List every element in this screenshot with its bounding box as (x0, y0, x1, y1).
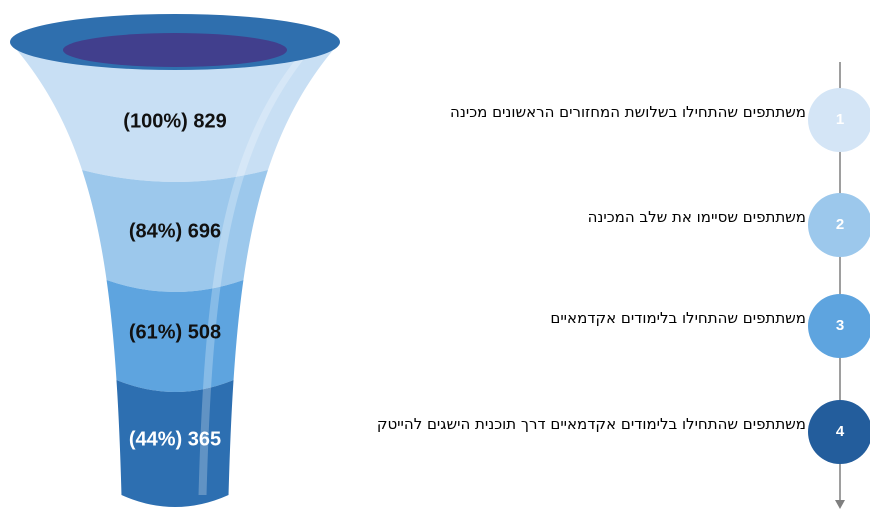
step-number: 1 (836, 111, 844, 128)
value-label: (84%) 696 (129, 220, 221, 242)
value-label: (100%) 829 (123, 110, 226, 132)
stage-label: משתתפים שסיימו את שלב המכינה (376, 207, 806, 227)
step-number: 3 (836, 317, 844, 334)
value-label: (61%) 508 (129, 321, 221, 343)
chart: (100%) 829 (84%) 696 (61%) 508 (44%) 365 1 2 3… (0, 0, 870, 512)
stage-label: משתתפים שהתחילו בשלושת המחזורים הראשונים… (376, 102, 806, 122)
value-label: (44%) 365 (129, 428, 221, 450)
funnel-opening (63, 33, 287, 67)
step-number: 4 (836, 423, 845, 440)
stage-label: משתתפים שהתחילו בלימודים אקדמאיים דרך תו… (376, 414, 806, 434)
timeline-arrow (835, 500, 845, 509)
stage-label: משתתפים שהתחילו בלימודים אקדמאיים (376, 308, 806, 328)
page: {"chart_data": {"type": "funnel", "categ… (0, 0, 870, 512)
step-number: 2 (836, 216, 844, 233)
